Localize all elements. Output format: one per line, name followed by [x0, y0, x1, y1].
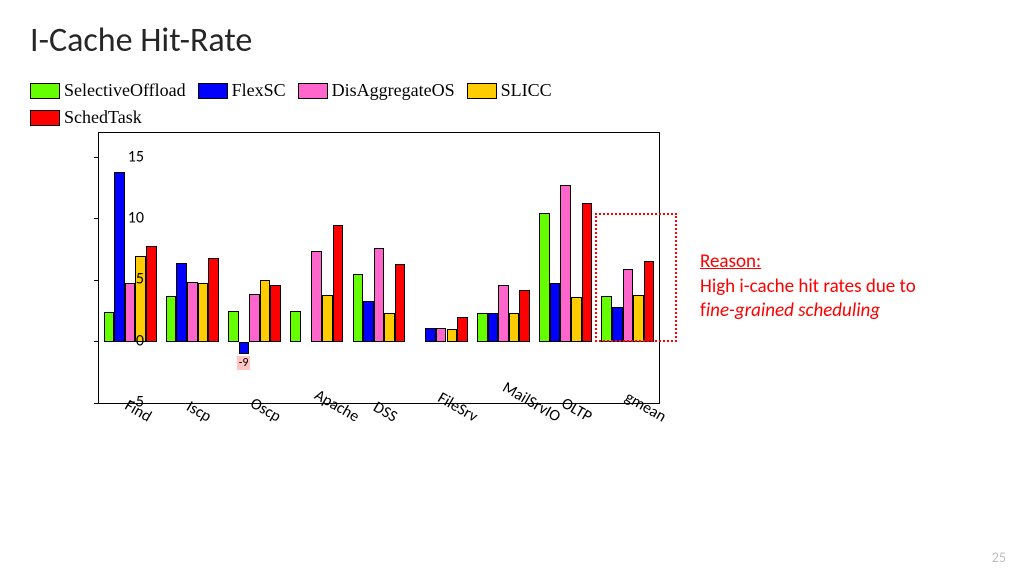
- page-number: 25: [992, 549, 1006, 566]
- bar: [146, 246, 157, 342]
- ytick-label: 15: [104, 147, 144, 166]
- ytick-mark: [94, 403, 99, 404]
- chart-container: SelectiveOffload FlexSC DisAggregateOS SLIC…: [30, 80, 670, 432]
- reason-line1: High i-cache hit rates due to: [700, 275, 916, 298]
- bar: [384, 313, 395, 341]
- bar: [488, 313, 499, 341]
- legend-swatch: [298, 83, 328, 99]
- bar-annotation: -9: [237, 356, 251, 370]
- bar: [135, 256, 146, 342]
- bar: [571, 297, 582, 341]
- reason-title: Reason:: [700, 250, 761, 273]
- bar: [187, 282, 198, 342]
- bar: [550, 283, 561, 342]
- legend-swatch: [30, 110, 60, 126]
- bar: [249, 294, 260, 342]
- plot-box: Change in i-cache hit rate (%) -9 –50510…: [98, 132, 710, 432]
- bar: [436, 328, 447, 342]
- bar: [260, 280, 271, 341]
- bar: [457, 317, 468, 342]
- ytick-mark: [94, 341, 99, 342]
- bar: [425, 328, 436, 342]
- bar: [228, 311, 239, 342]
- bar: [363, 301, 374, 342]
- legend-item: SelectiveOffload: [30, 80, 186, 101]
- bar: [270, 285, 281, 341]
- bar: [333, 225, 344, 342]
- bar: [166, 296, 177, 341]
- legend-label: SelectiveOffload: [64, 80, 186, 101]
- bar: [498, 285, 509, 341]
- plot-area: -9: [98, 132, 660, 404]
- bar: [290, 311, 301, 342]
- reason-annotation: Reason: High i-cache hit rates due to fi…: [700, 250, 1010, 324]
- bar: [176, 263, 187, 342]
- highlight-box: [595, 213, 677, 342]
- bar: [208, 258, 219, 341]
- bar: [539, 213, 550, 342]
- ytick-label: 5: [104, 270, 144, 289]
- legend-label: SchedTask: [64, 107, 142, 128]
- legend-label: DisAggregateOS: [332, 80, 455, 101]
- ytick-mark: [94, 157, 99, 158]
- bar: [560, 185, 571, 342]
- bar: [239, 342, 250, 354]
- legend-swatch: [467, 83, 497, 99]
- bar: [395, 264, 406, 341]
- reason-line2-emph: ine-grained scheduling: [706, 299, 880, 322]
- bar: [322, 295, 333, 342]
- bar: [114, 172, 125, 341]
- ytick-mark: [94, 218, 99, 219]
- bar: [519, 290, 530, 342]
- bar: [353, 274, 364, 342]
- legend-item: SchedTask: [30, 107, 142, 128]
- bar: [447, 329, 458, 341]
- legend-item: SLICC: [467, 80, 552, 101]
- legend-swatch: [30, 83, 60, 99]
- legend-swatch: [198, 83, 228, 99]
- bar: [198, 283, 209, 342]
- ytick-mark: [94, 280, 99, 281]
- bar: [477, 313, 488, 341]
- ytick-label: 10: [104, 208, 144, 227]
- slide-title: I-Cache Hit-Rate: [30, 20, 252, 61]
- bar: [374, 248, 385, 341]
- legend-label: SLICC: [501, 80, 552, 101]
- ytick-label: 0: [104, 331, 144, 350]
- bar: [311, 251, 322, 342]
- legend-item: DisAggregateOS: [298, 80, 455, 101]
- legend-item: FlexSC: [198, 80, 286, 101]
- legend: SelectiveOffload FlexSC DisAggregateOS SLIC…: [30, 80, 670, 128]
- bar: [582, 203, 593, 342]
- legend-label: FlexSC: [232, 80, 286, 101]
- bar: [509, 313, 520, 341]
